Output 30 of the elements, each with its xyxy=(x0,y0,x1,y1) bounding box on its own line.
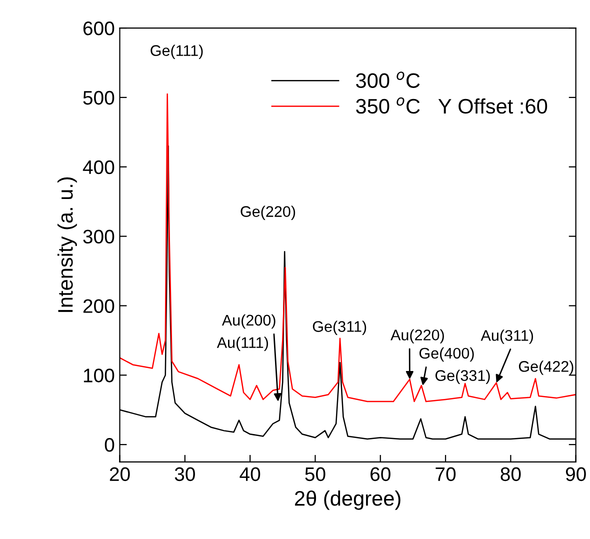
y-axis-title: Intensity (a. u.) xyxy=(57,177,77,312)
y-tick-label: 400 xyxy=(82,160,114,174)
annotation: Ge(220) xyxy=(240,206,296,220)
legend-label: 300 $^{o}$C xyxy=(356,72,420,88)
y-tick-label: 100 xyxy=(84,368,114,382)
annotation: Au(220) xyxy=(390,329,444,344)
annotation: Au(200) xyxy=(222,314,276,329)
annotation: Ge(422) xyxy=(518,360,574,375)
annotation: Ge(311) xyxy=(312,320,366,335)
annotation: Au(311) xyxy=(480,330,534,344)
x-tick-label: 60 xyxy=(370,467,390,482)
x-tick-label: 40 xyxy=(240,467,260,482)
y-tick-label: 200 xyxy=(83,299,114,313)
x-axis-title: 2θ (degree) xyxy=(295,490,400,510)
x-tick-label: 30 xyxy=(174,467,195,482)
line-series xyxy=(120,93,576,402)
y-tick-label: 300 xyxy=(83,230,114,244)
y-tick-label: 600 xyxy=(83,21,114,36)
x-tick-label: 20 xyxy=(110,467,130,482)
legend-label: 350 $^{o}$C Y Offset :60 xyxy=(356,97,548,114)
x-tick-label: 80 xyxy=(500,467,521,482)
annotation: Ge(111) xyxy=(150,44,203,60)
x-tick-label: 90 xyxy=(566,467,586,482)
y-tick-label: 0 xyxy=(104,438,114,452)
x-tick-label: 70 xyxy=(436,467,456,482)
annotation: Ge(331) xyxy=(435,370,490,384)
y-tick-label: 500 xyxy=(83,90,114,105)
x-tick-label: 50 xyxy=(305,467,326,482)
annotation: Au(111) xyxy=(216,336,268,352)
annotation: Ge(400) xyxy=(419,347,474,362)
